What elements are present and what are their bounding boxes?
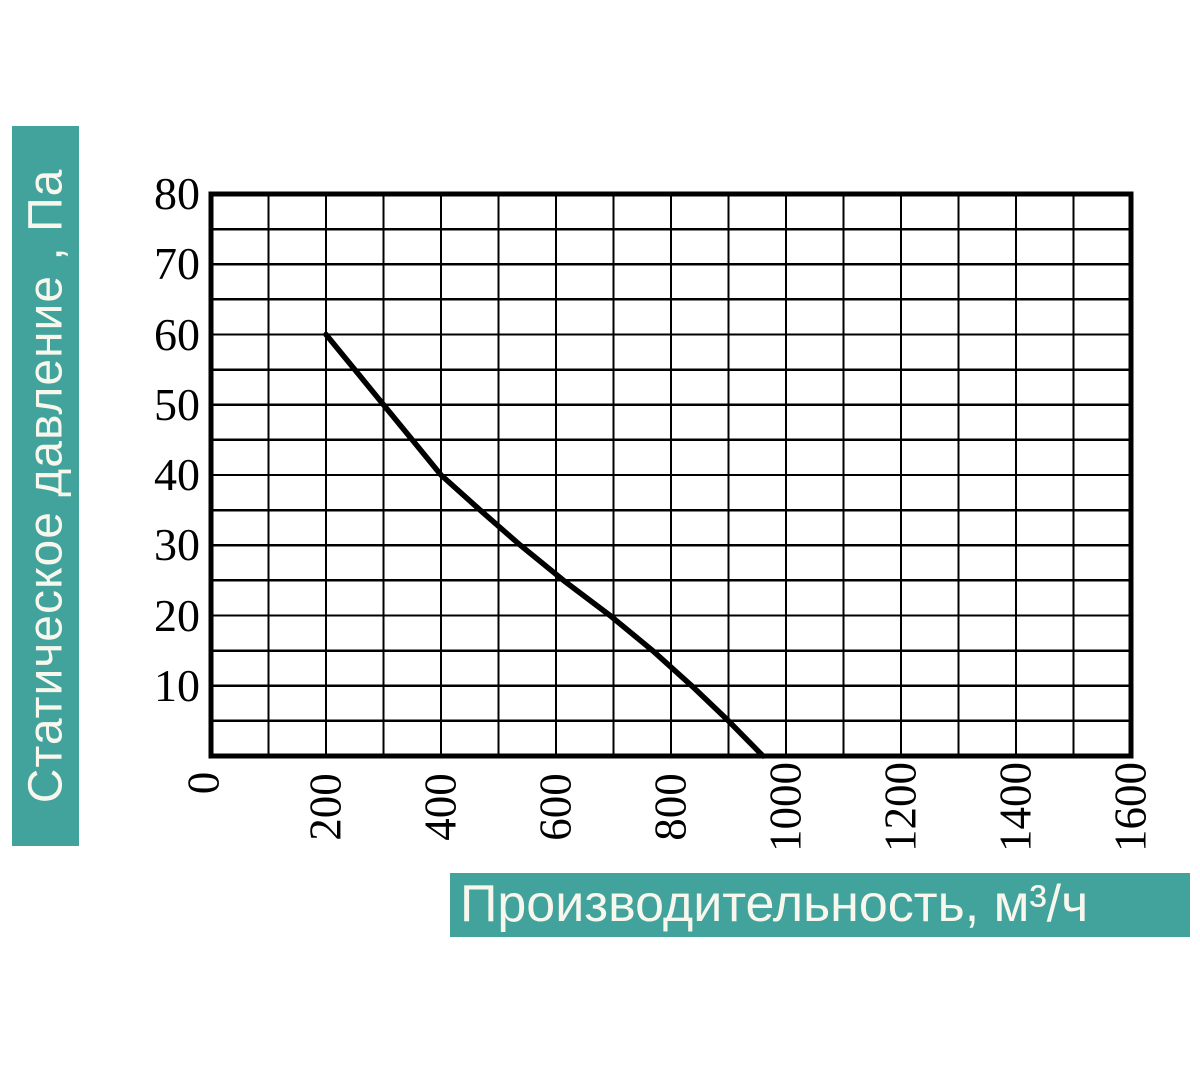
y-axis-label-banner: Статическое давление , Па	[12, 126, 79, 846]
y-tick-label: 40	[154, 449, 200, 500]
x-tick-label: 1000	[760, 762, 811, 852]
plot-border	[208, 191, 1134, 759]
y-tick-label: 60	[154, 308, 200, 360]
x-tick-label: 1200	[875, 762, 926, 852]
x-axis-label: Производительность, м³/ч	[460, 875, 1089, 933]
performance-curve	[323, 331, 766, 759]
origin-tick-label: 0	[178, 771, 229, 795]
y-tick-label: 30	[154, 519, 200, 571]
x-tick-label: 1400	[990, 762, 1041, 852]
x-tick-label: 800	[645, 773, 696, 841]
x-tick-label: 400	[415, 773, 466, 841]
y-tick-label: 20	[154, 589, 200, 641]
y-tick-label: 10	[154, 659, 200, 711]
x-tick-label: 600	[530, 773, 581, 841]
x-tick-label: 200	[300, 773, 351, 841]
x-axis-label-banner: Производительность, м³/ч	[450, 873, 1190, 937]
y-tick-label: 70	[154, 238, 200, 290]
x-tick-label: 1600	[1105, 762, 1156, 852]
y-tick-label: 50	[154, 378, 200, 430]
y-tick-label: 80	[154, 168, 200, 219]
